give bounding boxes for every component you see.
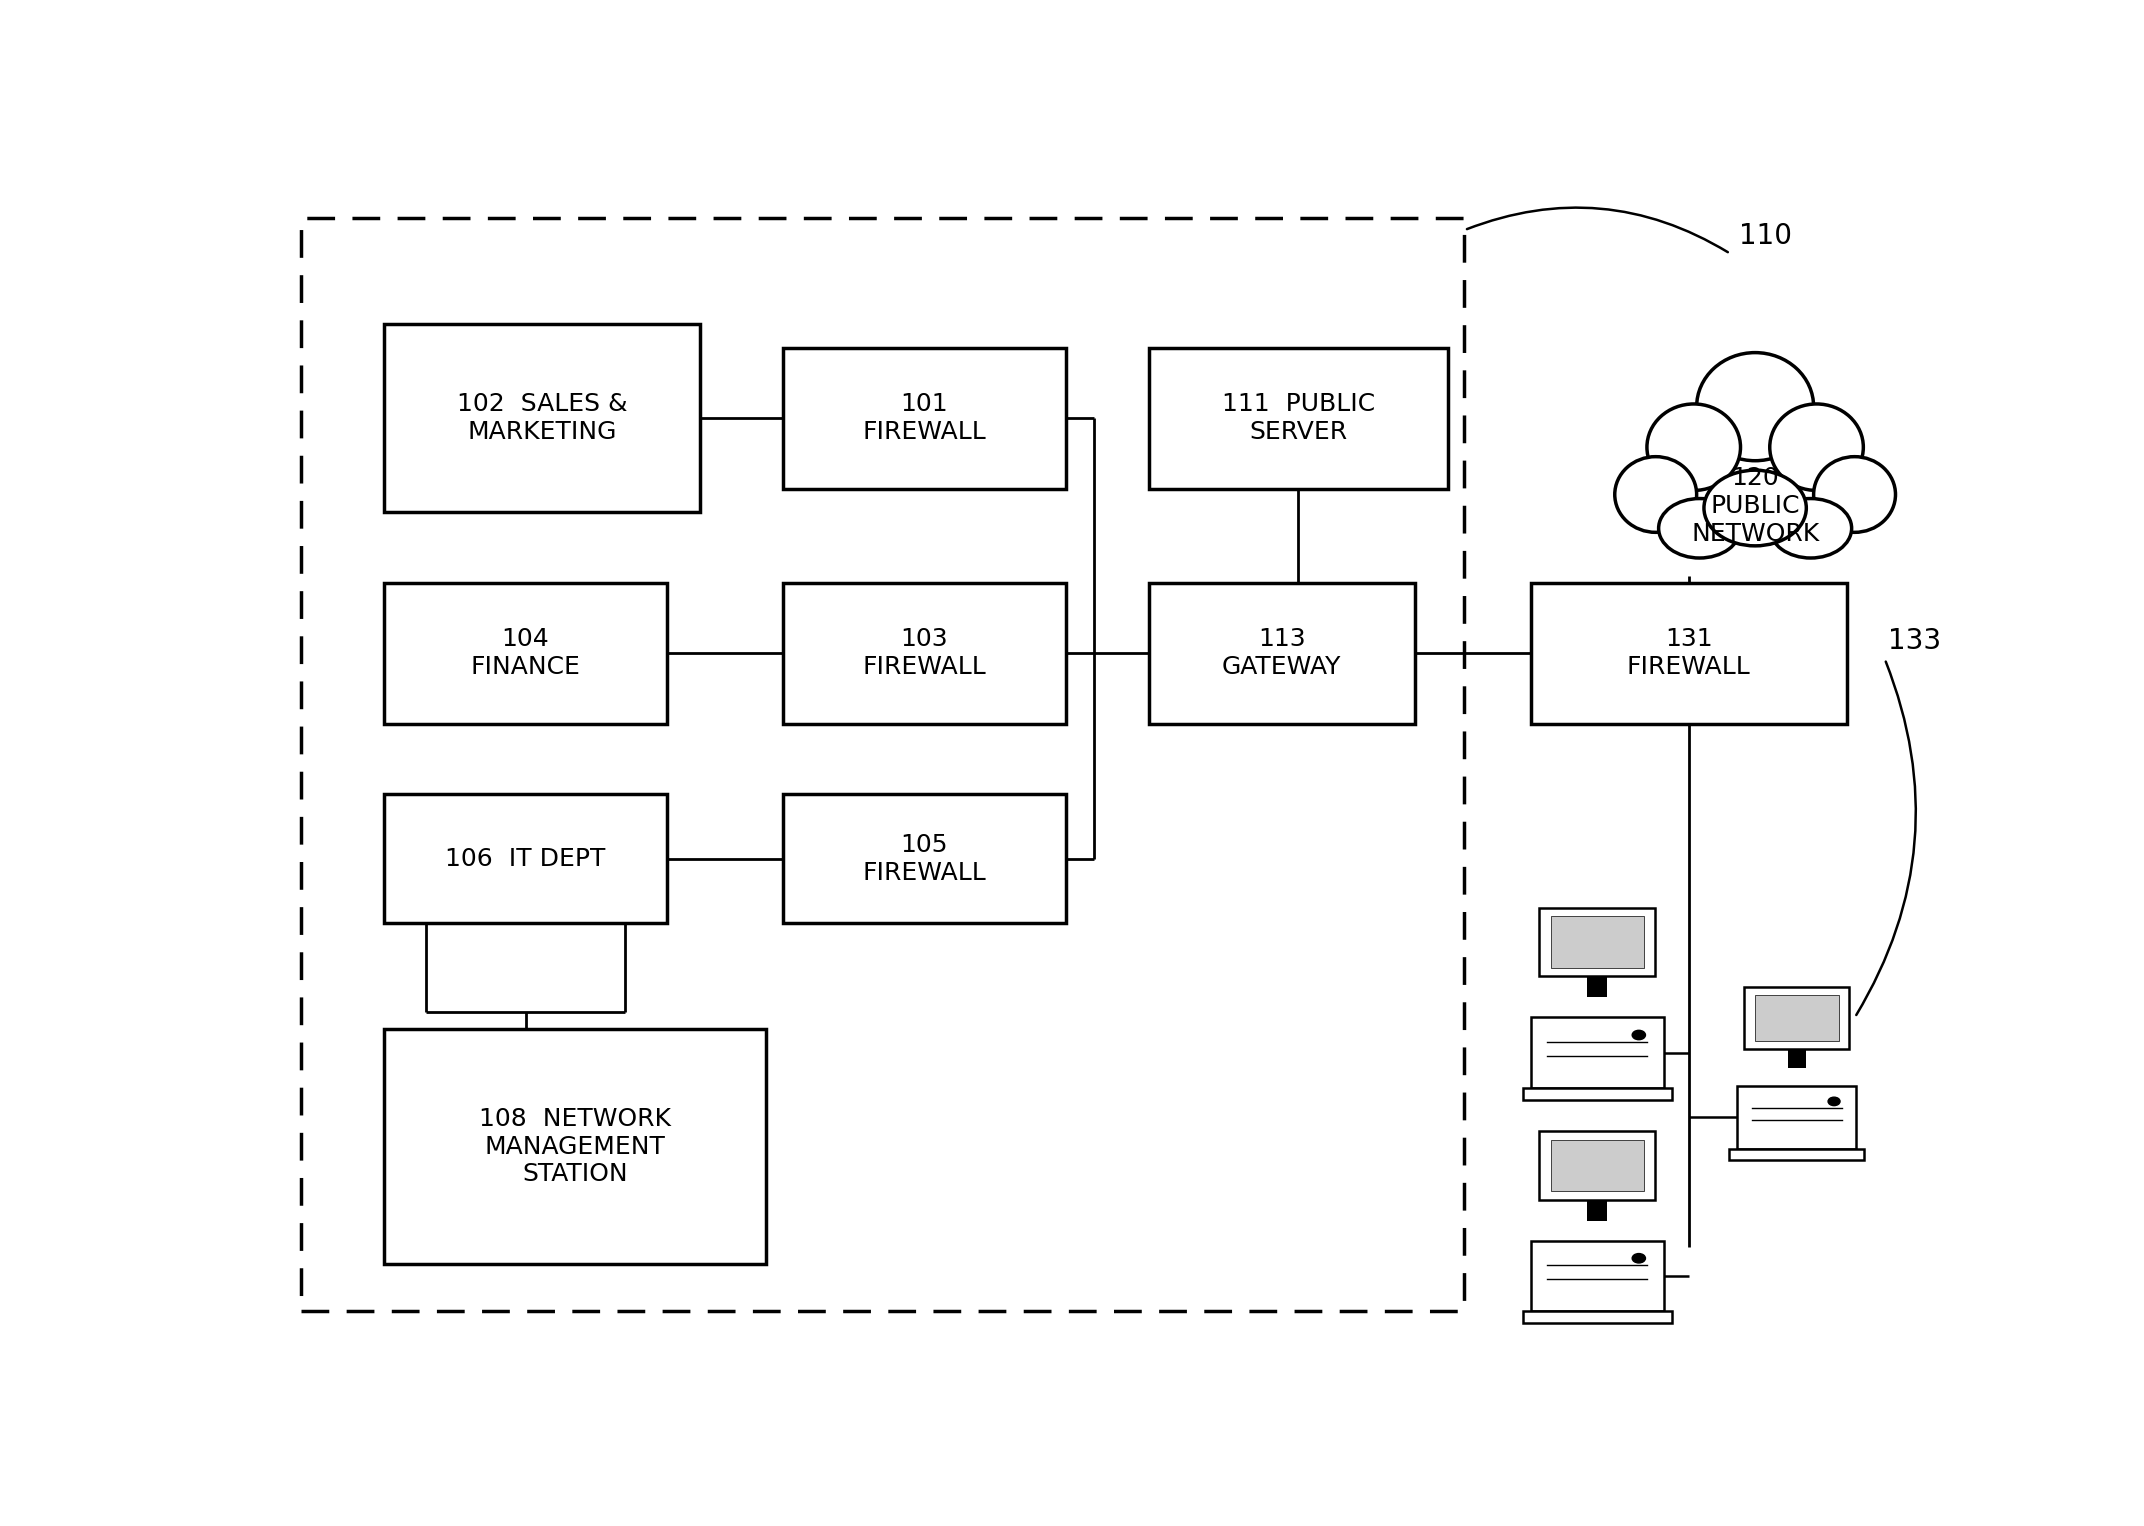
Bar (1550, 1140, 1644, 1192)
Ellipse shape (1769, 404, 1863, 490)
Text: 133: 133 (1889, 627, 1940, 655)
Circle shape (1632, 1030, 1644, 1039)
Bar (1745, 987, 1848, 1048)
Circle shape (1829, 1097, 1840, 1106)
Bar (1522, 1311, 1672, 1323)
Text: 101
FIREWALL: 101 FIREWALL (862, 392, 986, 444)
Bar (1754, 995, 1840, 1041)
Ellipse shape (1659, 499, 1741, 559)
Bar (1531, 1018, 1664, 1088)
Bar (1788, 1048, 1805, 1068)
Text: 131
FIREWALL: 131 FIREWALL (1627, 627, 1750, 679)
Bar (783, 583, 1066, 723)
Ellipse shape (1814, 456, 1895, 533)
Bar (1149, 348, 1447, 488)
Bar (1531, 1241, 1664, 1311)
Bar (1149, 583, 1415, 723)
Bar (384, 1029, 768, 1264)
Bar (1531, 583, 1846, 723)
Bar (384, 794, 667, 923)
Text: 120
PUBLIC
NETWORK: 120 PUBLIC NETWORK (1692, 467, 1820, 546)
Bar (783, 348, 1066, 488)
Circle shape (1632, 1253, 1644, 1264)
Bar (300, 218, 1464, 1311)
Text: 110: 110 (1739, 221, 1792, 250)
Bar (783, 794, 1066, 923)
Text: 105
FIREWALL: 105 FIREWALL (862, 833, 986, 885)
Bar (1587, 1199, 1608, 1221)
Text: 104
FINANCE: 104 FINANCE (472, 627, 581, 679)
Ellipse shape (1696, 353, 1814, 461)
Text: 102  SALES &
MARKETING: 102 SALES & MARKETING (457, 392, 628, 444)
Ellipse shape (1614, 456, 1696, 533)
Text: 111  PUBLIC
SERVER: 111 PUBLIC SERVER (1222, 392, 1374, 444)
Text: 103
FIREWALL: 103 FIREWALL (862, 627, 986, 679)
Text: 106  IT DEPT: 106 IT DEPT (446, 847, 607, 871)
Bar (1522, 1088, 1672, 1100)
Bar (1730, 1149, 1863, 1160)
Text: 113
GATEWAY: 113 GATEWAY (1222, 627, 1342, 679)
Text: 108  NETWORK
MANAGEMENT
STATION: 108 NETWORK MANAGEMENT STATION (480, 1106, 671, 1186)
Ellipse shape (1704, 470, 1805, 546)
Bar (1539, 1131, 1655, 1199)
Bar (1550, 916, 1644, 967)
Bar (1539, 908, 1655, 977)
Ellipse shape (1647, 404, 1741, 490)
Bar (1737, 1085, 1857, 1149)
Bar (384, 324, 699, 513)
Ellipse shape (1769, 499, 1852, 559)
Bar (1587, 977, 1608, 998)
Bar (384, 583, 667, 723)
